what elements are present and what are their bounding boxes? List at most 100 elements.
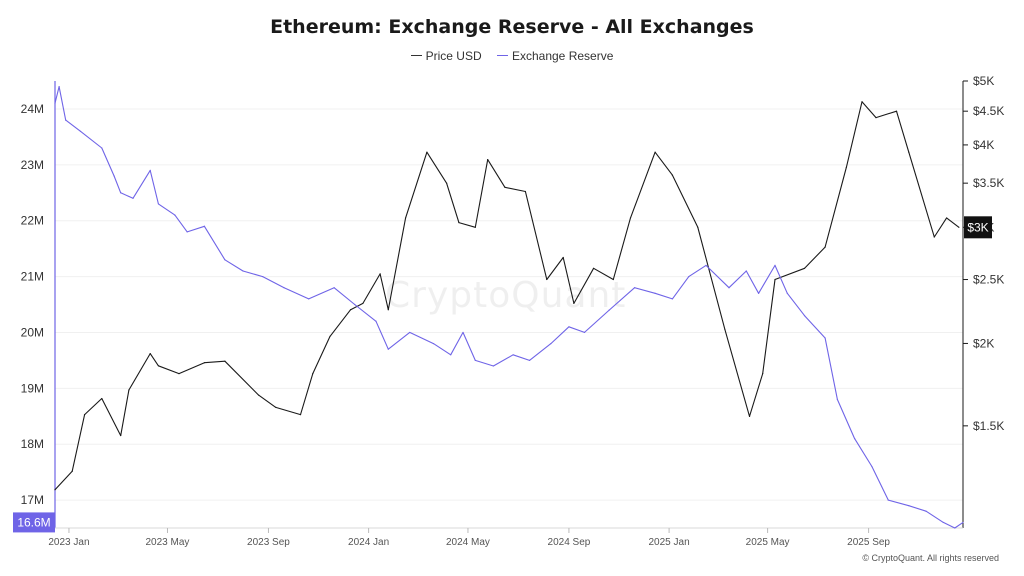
chart-title: Ethereum: Exchange Reserve - All Exchang… bbox=[270, 16, 754, 38]
point-reserve-25 bbox=[462, 331, 464, 334]
right-tick-label-1: $2K bbox=[973, 336, 994, 350]
point-reserve-38 bbox=[705, 264, 707, 266]
point-reserve-30 bbox=[550, 343, 552, 345]
point-reserve-2 bbox=[65, 119, 67, 121]
point-price-37 bbox=[724, 328, 726, 331]
point-reserve-48 bbox=[871, 465, 873, 468]
point-reserve-4 bbox=[101, 147, 103, 149]
point-price-8 bbox=[178, 373, 180, 375]
left-tick-label-3: 20M bbox=[21, 325, 44, 339]
point-price-44 bbox=[861, 101, 863, 103]
point-price-7 bbox=[157, 365, 160, 367]
x-tick-label-3: 2024 Jan bbox=[348, 537, 389, 548]
right-tick-label-5: $4K bbox=[973, 138, 994, 152]
point-reserve-35 bbox=[654, 292, 656, 294]
point-price-6 bbox=[149, 353, 151, 355]
point-reserve-12 bbox=[203, 225, 206, 227]
watermark: CryptoQuant bbox=[385, 275, 627, 316]
point-price-18 bbox=[379, 273, 381, 275]
left-tick-label-6: 23M bbox=[21, 158, 44, 172]
point-price-15 bbox=[329, 335, 331, 337]
point-reserve-40 bbox=[745, 270, 747, 272]
legend-swatch-reserve bbox=[496, 55, 508, 57]
point-price-36 bbox=[697, 226, 699, 228]
point-price-30 bbox=[573, 302, 575, 305]
point-price-19 bbox=[387, 309, 389, 311]
point-price-46 bbox=[895, 110, 898, 112]
point-reserve-5 bbox=[113, 175, 115, 177]
point-price-9 bbox=[203, 362, 206, 364]
point-price-40 bbox=[774, 278, 776, 281]
x-tick-label-1: 2023 May bbox=[146, 537, 190, 548]
point-price-2 bbox=[83, 414, 86, 416]
point-reserve-7 bbox=[132, 197, 134, 199]
point-reserve-27 bbox=[492, 365, 495, 367]
point-reserve-52 bbox=[942, 521, 944, 524]
point-reserve-26 bbox=[474, 359, 476, 361]
x-tick-label-7: 2025 May bbox=[746, 537, 790, 548]
legend-item-price[interactable]: Price USD bbox=[410, 49, 482, 63]
left-current-badge bbox=[13, 512, 55, 533]
point-reserve-29 bbox=[528, 359, 531, 361]
point-price-13 bbox=[299, 414, 302, 416]
point-reserve-42 bbox=[774, 264, 776, 266]
point-reserve-34 bbox=[634, 287, 636, 289]
point-reserve-20 bbox=[375, 320, 377, 322]
point-price-27 bbox=[524, 190, 527, 193]
point-price-14 bbox=[312, 373, 314, 375]
point-reserve-3 bbox=[79, 130, 82, 132]
point-reserve-50 bbox=[908, 505, 910, 507]
point-reserve-19 bbox=[354, 303, 356, 306]
point-reserve-21 bbox=[387, 348, 389, 350]
point-reserve-11 bbox=[186, 231, 188, 233]
point-price-1 bbox=[71, 470, 73, 472]
point-price-3 bbox=[101, 397, 103, 400]
point-price-42 bbox=[824, 246, 826, 248]
point-reserve-47 bbox=[854, 438, 856, 440]
right-current-label: $3K bbox=[967, 220, 988, 234]
point-price-23 bbox=[458, 221, 460, 224]
legend-item-reserve[interactable]: Exchange Reserve bbox=[496, 49, 614, 63]
point-price-0 bbox=[54, 489, 56, 491]
point-reserve-23 bbox=[432, 343, 435, 345]
point-price-24 bbox=[474, 226, 476, 228]
point-reserve-24 bbox=[450, 354, 452, 356]
point-price-12 bbox=[275, 406, 277, 408]
point-price-16 bbox=[349, 309, 352, 311]
legend-swatch-price bbox=[410, 55, 422, 57]
point-reserve-31 bbox=[568, 326, 570, 328]
point-price-43 bbox=[845, 166, 848, 168]
point-reserve-41 bbox=[757, 292, 760, 294]
point-price-28 bbox=[546, 278, 548, 281]
point-price-32 bbox=[612, 278, 614, 281]
point-reserve-53 bbox=[954, 527, 956, 529]
left-tick-label-1: 18M bbox=[21, 437, 44, 451]
point-reserve-39 bbox=[728, 287, 730, 289]
left-current-label: 16.6M bbox=[17, 515, 50, 529]
x-tick-label-8: 2025 Sep bbox=[847, 537, 890, 548]
point-reserve-28 bbox=[512, 354, 514, 356]
point-price-20 bbox=[404, 217, 407, 219]
point-reserve-17 bbox=[308, 298, 310, 300]
point-price-26 bbox=[504, 186, 506, 188]
point-reserve-49 bbox=[887, 499, 889, 501]
right-tick-label-2: $2.5K bbox=[973, 273, 1004, 287]
point-price-10 bbox=[224, 360, 226, 362]
point-price-49 bbox=[945, 217, 948, 219]
point-reserve-15 bbox=[262, 275, 264, 278]
right-tick-label-6: $4.5K bbox=[973, 104, 1004, 118]
point-price-35 bbox=[671, 174, 673, 176]
point-reserve-51 bbox=[925, 510, 927, 512]
point-reserve-14 bbox=[242, 270, 244, 272]
point-price-4 bbox=[120, 434, 122, 437]
legend-label-reserve: Exchange Reserve bbox=[511, 49, 614, 63]
point-price-50 bbox=[958, 226, 960, 228]
point-price-38 bbox=[748, 415, 751, 418]
point-reserve-22 bbox=[409, 331, 411, 334]
point-reserve-45 bbox=[824, 337, 826, 339]
point-reserve-36 bbox=[671, 298, 673, 300]
legend-label-price: Price USD bbox=[425, 49, 482, 63]
legend: Price USD Exchange Reserve bbox=[0, 49, 1024, 63]
point-reserve-6 bbox=[120, 192, 122, 194]
